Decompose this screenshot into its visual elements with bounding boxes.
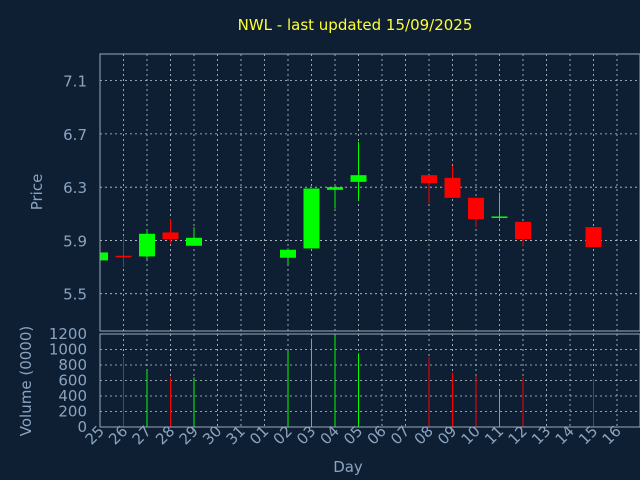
candle-body <box>115 255 132 258</box>
x-tick-label: 07 <box>387 422 413 448</box>
candle-body <box>162 232 179 240</box>
price-grid <box>100 54 640 331</box>
x-tick-label: 10 <box>458 422 484 448</box>
price-tick-label: 5.5 <box>63 286 87 304</box>
x-tick-label: 16 <box>599 422 625 448</box>
x-tick-label: 03 <box>293 422 319 448</box>
candle-body <box>100 252 108 261</box>
x-tick-label: 08 <box>411 422 437 448</box>
x-tick-label: 28 <box>152 422 178 448</box>
volume-tick-label: 400 <box>58 387 87 405</box>
x-tick-label: 12 <box>505 422 531 448</box>
candle-body <box>327 187 343 190</box>
volume-tick-label: 600 <box>58 372 87 390</box>
x-tick-label: 15 <box>575 422 601 448</box>
x-tick-label: 29 <box>176 422 202 448</box>
volume-grid <box>100 334 640 427</box>
candle-body <box>350 175 367 182</box>
x-tick-label: 11 <box>481 422 507 448</box>
candle-body <box>186 237 202 246</box>
x-tick-label: 04 <box>317 422 343 448</box>
candle-body <box>585 227 602 248</box>
x-tick-label: 30 <box>199 422 225 448</box>
price-tick-label: 6.7 <box>63 126 87 144</box>
price-plot-frame <box>99 53 640 332</box>
price-tick-label: 7.1 <box>63 73 87 91</box>
volume-bars <box>123 335 594 427</box>
volume-tick-label: 1200 <box>49 325 87 343</box>
x-tick-label: 31 <box>223 422 249 448</box>
candle-body <box>468 197 484 220</box>
price-tick-label: 5.9 <box>63 232 87 250</box>
x-tick-label: 01 <box>246 422 272 448</box>
candle-body <box>515 221 531 240</box>
price-axis-label: Price <box>28 174 46 211</box>
x-tick-label: 06 <box>364 422 390 448</box>
volume-tick-label: 200 <box>58 403 87 421</box>
x-tick-label: 26 <box>105 422 131 448</box>
candle-body <box>303 188 320 249</box>
candle-body <box>444 177 461 198</box>
price-candles <box>99 141 602 268</box>
x-axis-label: Day <box>333 458 363 476</box>
volume-tick-label: 1000 <box>49 341 87 359</box>
price-tick-labels: 5.5 5.9 6.3 6.7 7.1 <box>63 73 87 304</box>
x-tick-label: 09 <box>434 422 460 448</box>
x-tick-label: 02 <box>270 422 296 448</box>
candle-body <box>139 233 155 257</box>
price-tick-label: 6.3 <box>63 179 87 197</box>
candle-body <box>491 216 508 218</box>
chart-title: NWL - last updated 15/09/2025 <box>238 16 473 34</box>
volume-tick-label: 800 <box>58 356 87 374</box>
candle-body <box>421 175 437 184</box>
volume-plot-frame <box>99 333 640 428</box>
x-tick-label: 14 <box>552 422 578 448</box>
price-panel: 5.5 5.9 6.3 6.7 7.1 <box>63 53 640 332</box>
x-tick-label: 27 <box>129 422 155 448</box>
x-tick-label: 13 <box>528 422 554 448</box>
volume-tick-label: 0 <box>77 418 87 436</box>
candle-body <box>280 249 296 258</box>
volume-axis-label: Volume (0000) <box>17 326 35 436</box>
x-tick-label: 05 <box>340 422 366 448</box>
x-tick-labels: 2526272829303101020304050607080910111213… <box>82 422 625 448</box>
